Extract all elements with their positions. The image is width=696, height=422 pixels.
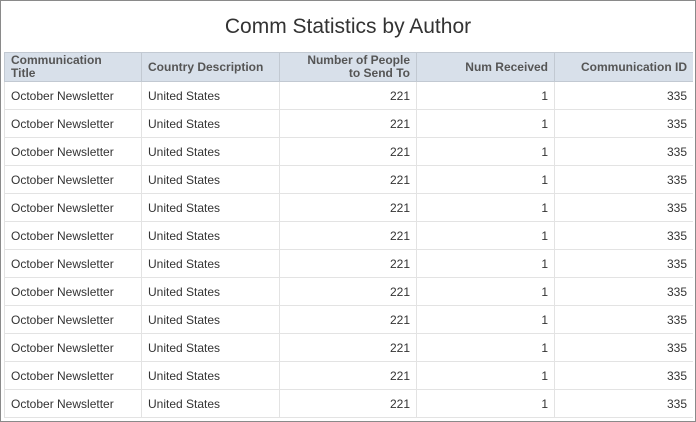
table-cell: 1: [416, 389, 555, 418]
table-row: October Newsletter United States 221 1 335: [4, 165, 693, 194]
table-cell: 335: [554, 221, 693, 250]
table-cell: 1: [416, 109, 555, 138]
table-row: October Newsletter United States 221 1 335: [4, 361, 693, 390]
table-cell: 221: [279, 277, 417, 306]
table-cell: 335: [554, 249, 693, 278]
column-header-text: Communication Title: [11, 53, 102, 80]
table-row: October Newsletter United States 221 1 335: [4, 221, 693, 250]
table-cell: October Newsletter: [4, 249, 142, 278]
table-cell: 221: [279, 305, 417, 334]
column-header-text: Num Received: [465, 59, 548, 74]
table-row: October Newsletter United States 221 1 335: [4, 305, 693, 334]
table-cell: 335: [554, 361, 693, 390]
table-row: October Newsletter United States 221 1 335: [4, 193, 693, 222]
table-cell: October Newsletter: [4, 221, 142, 250]
table-cell: 1: [416, 361, 555, 390]
table-cell: 221: [279, 109, 417, 138]
table-cell: United States: [141, 221, 280, 250]
table-cell: 1: [416, 193, 555, 222]
table-cell: October Newsletter: [4, 277, 142, 306]
table-cell: 221: [279, 137, 417, 166]
table-cell: October Newsletter: [4, 361, 142, 390]
table-cell: 1: [416, 137, 555, 166]
table-cell: 335: [554, 333, 693, 362]
table-cell: United States: [141, 137, 280, 166]
table-cell: United States: [141, 305, 280, 334]
table-cell: 1: [416, 249, 555, 278]
table-cell: October Newsletter: [4, 81, 142, 110]
table-row: October Newsletter United States 221 1 335: [4, 81, 693, 110]
table-cell: United States: [141, 361, 280, 390]
table-cell: 335: [554, 137, 693, 166]
table-row: October Newsletter United States 221 1 335: [4, 389, 693, 418]
column-header-text: Number of People to Send To: [307, 53, 410, 80]
table-body: October Newsletter United States 221 1 335 Oc…: [4, 81, 693, 418]
table-cell: United States: [141, 249, 280, 278]
table-cell: 335: [554, 389, 693, 418]
table-cell: October Newsletter: [4, 389, 142, 418]
table-row: October Newsletter United States 221 1 335: [4, 333, 693, 362]
table-cell: 221: [279, 221, 417, 250]
table-row: October Newsletter United States 221 1 335: [4, 137, 693, 166]
table-cell: 335: [554, 193, 693, 222]
table-cell: 335: [554, 165, 693, 194]
table-cell: October Newsletter: [4, 165, 142, 194]
report-title: Comm Statistics by Author: [224, 15, 472, 38]
column-header: Num Received: [416, 52, 555, 82]
data-table: Communication Title Country Description Nu…: [4, 52, 693, 418]
table-cell: 221: [279, 249, 417, 278]
table-cell: 221: [279, 193, 417, 222]
table-cell: United States: [141, 333, 280, 362]
table-row: October Newsletter United States 221 1 335: [4, 109, 693, 138]
table-cell: United States: [141, 193, 280, 222]
column-header: Country Description: [141, 52, 280, 82]
table-cell: 1: [416, 165, 555, 194]
table-cell: 335: [554, 81, 693, 110]
table-cell: 221: [279, 333, 417, 362]
column-header-text: Communication ID: [580, 59, 687, 74]
table-cell: 1: [416, 81, 555, 110]
table-cell: October Newsletter: [4, 305, 142, 334]
column-header: Communication ID: [554, 52, 693, 82]
table-row: October Newsletter United States 221 1 335: [4, 249, 693, 278]
table-cell: United States: [141, 81, 280, 110]
column-header-text: Country Description: [148, 59, 264, 74]
table-cell: 221: [279, 165, 417, 194]
table-cell: United States: [141, 109, 280, 138]
column-header: Number of People to Send To: [279, 52, 417, 82]
header-row: Communication Title Country Description Nu…: [4, 52, 693, 82]
table-cell: 1: [416, 277, 555, 306]
table-cell: October Newsletter: [4, 193, 142, 222]
table-cell: 1: [416, 333, 555, 362]
table-cell: United States: [141, 165, 280, 194]
table-cell: 221: [279, 389, 417, 418]
table-cell: 335: [554, 305, 693, 334]
table-container: Communication Title Country Description Nu…: [4, 52, 693, 418]
table-cell: 335: [554, 277, 693, 306]
table-cell: United States: [141, 277, 280, 306]
table-row: October Newsletter United States 221 1 335: [4, 277, 693, 306]
table-cell: 221: [279, 361, 417, 390]
table-cell: October Newsletter: [4, 137, 142, 166]
table-cell: 335: [554, 109, 693, 138]
column-header: Communication Title: [4, 52, 142, 82]
table-cell: 1: [416, 221, 555, 250]
table-cell: October Newsletter: [4, 333, 142, 362]
table-cell: 1: [416, 305, 555, 334]
table-cell: 221: [279, 81, 417, 110]
table-cell: United States: [141, 389, 280, 418]
table-cell: October Newsletter: [4, 109, 142, 138]
